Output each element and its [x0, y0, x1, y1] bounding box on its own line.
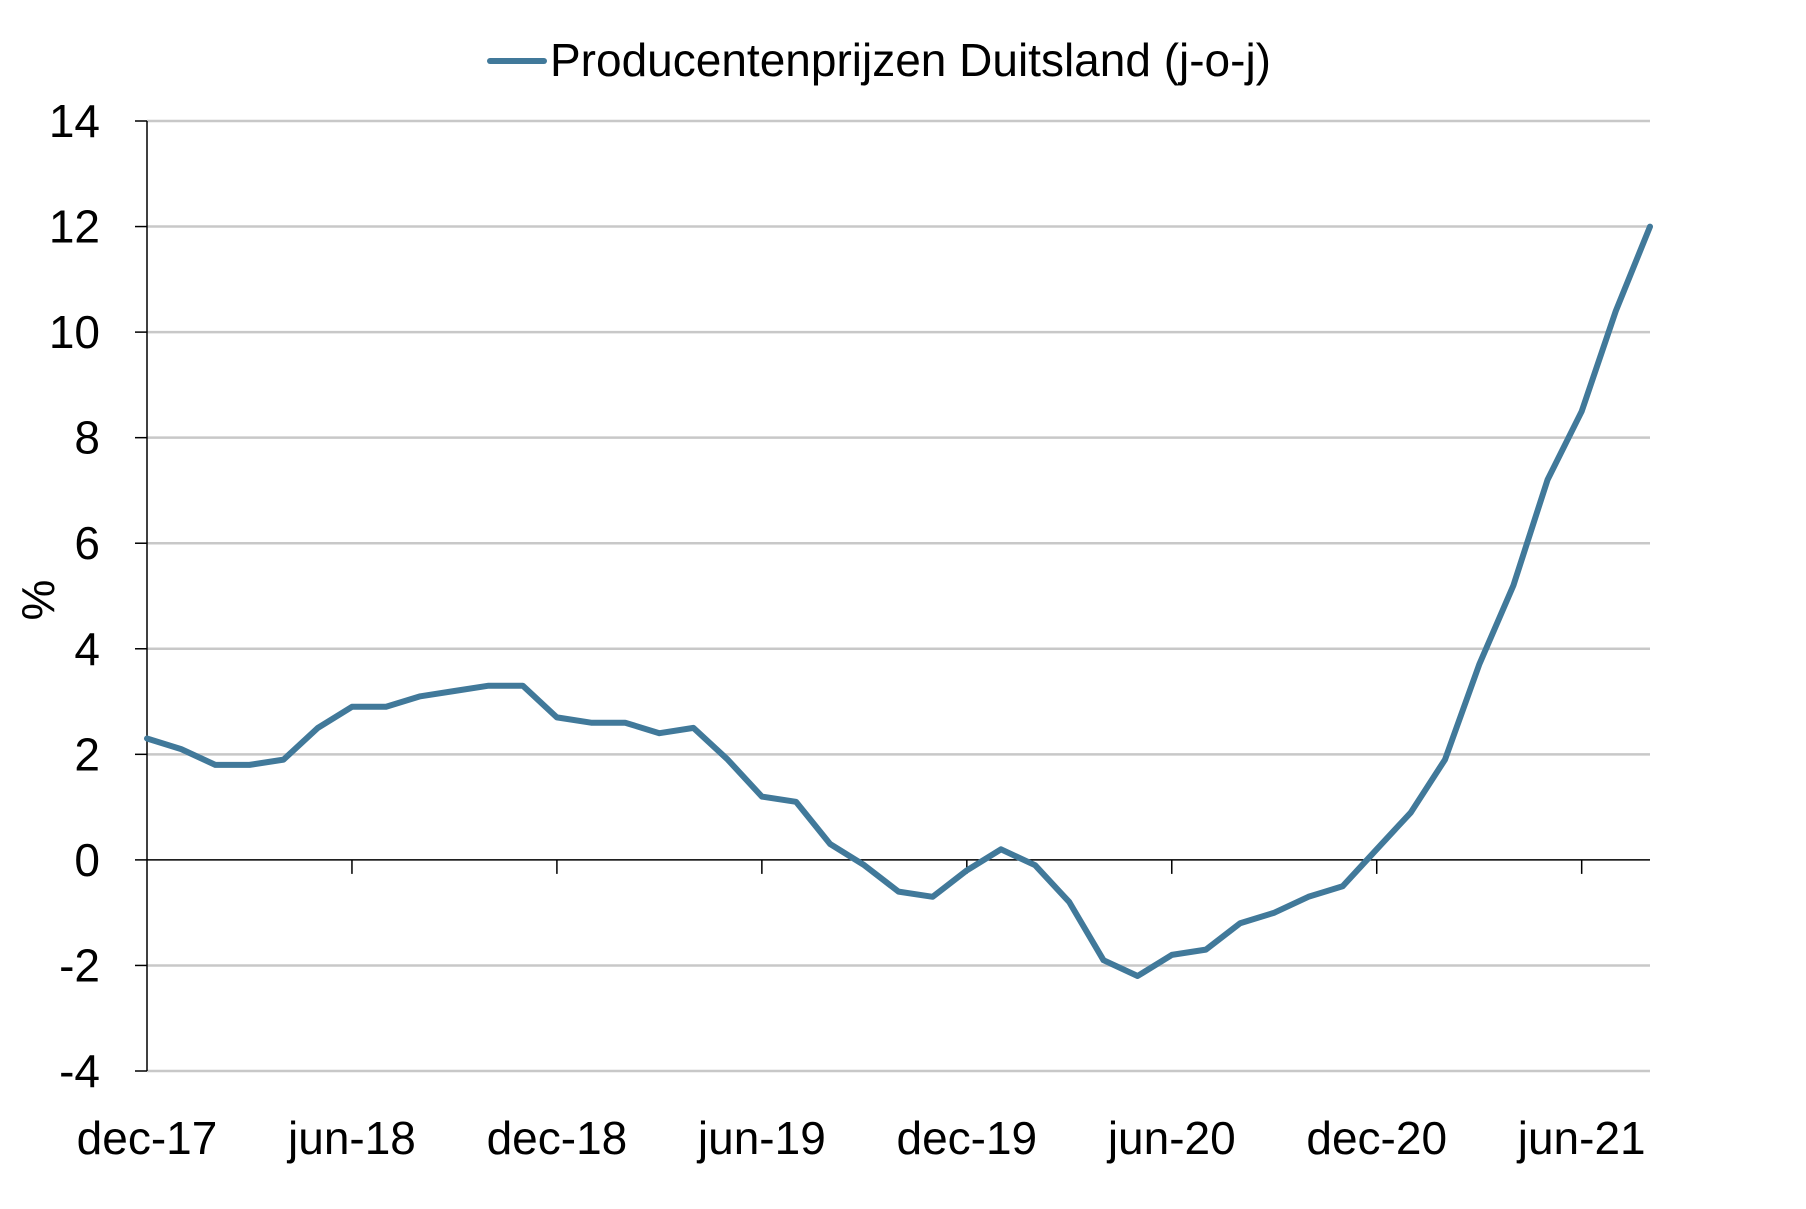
y-tick-label: 6 — [74, 517, 100, 569]
x-tick-label: dec-19 — [896, 1112, 1037, 1164]
x-tick-label: dec-20 — [1306, 1112, 1447, 1164]
y-tick-label: 12 — [49, 201, 100, 253]
legend: Producentenprijzen Duitsland (j-o-j) — [487, 34, 1271, 86]
x-tick-label: dec-18 — [487, 1112, 628, 1164]
gridlines — [147, 119, 1650, 1073]
legend-label: Producentenprijzen Duitsland (j-o-j) — [550, 34, 1271, 86]
y-tick-label: -2 — [59, 939, 100, 991]
x-tick-label: jun-20 — [1106, 1112, 1236, 1164]
x-axis-ticks: dec-17 jun-18 dec-18 jun-19 dec-19 jun-20 dec-… — [77, 859, 1646, 1164]
series-line — [144, 223, 1653, 979]
x-tick-label: jun-21 — [1516, 1112, 1646, 1164]
y-axis-ticks: -4 -2 0 2 4 6 8 10 12 14 — [49, 95, 147, 1097]
y-tick-label: 0 — [74, 834, 100, 886]
x-tick-label: jun-18 — [286, 1112, 416, 1164]
y-tick-label: 14 — [49, 95, 100, 147]
y-tick-label: 2 — [74, 728, 100, 780]
x-tick-label: jun-19 — [696, 1112, 826, 1164]
x-tick-label: dec-17 — [77, 1112, 218, 1164]
y-axis-label: % — [12, 580, 64, 621]
y-tick-label: -4 — [59, 1045, 100, 1097]
y-tick-label: 10 — [49, 306, 100, 358]
y-tick-label: 4 — [74, 623, 100, 675]
series-layer — [144, 223, 1653, 979]
axes — [146, 121, 1650, 1071]
y-tick-label: 8 — [74, 412, 100, 464]
